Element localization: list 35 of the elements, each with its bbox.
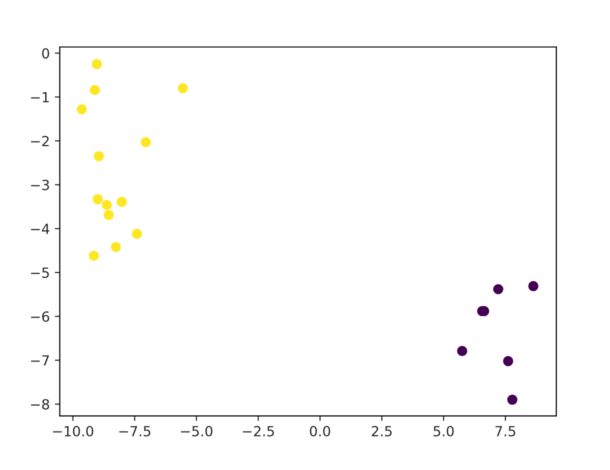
x-tick-label: 2.5 xyxy=(372,426,392,436)
x-tick-label: −10.0 xyxy=(53,426,94,436)
point xyxy=(94,151,104,162)
point xyxy=(90,84,100,96)
x-tick-label: 7.5 xyxy=(496,426,516,436)
point xyxy=(102,200,112,210)
y-tick-label: −7 xyxy=(31,355,49,366)
point xyxy=(92,59,102,70)
point xyxy=(457,346,468,356)
y-tick-label: −8 xyxy=(31,399,50,410)
point xyxy=(507,394,518,405)
y-tick-label: 0 xyxy=(42,48,50,59)
x-tick-label: −5.0 xyxy=(181,426,212,436)
point xyxy=(140,137,151,148)
x-tick-label: 5.0 xyxy=(434,426,454,436)
y-tick-label: −3 xyxy=(31,180,49,190)
point xyxy=(88,250,99,261)
point xyxy=(528,281,538,292)
x-tick-label: −2.5 xyxy=(242,426,274,436)
y-tick-label: −1 xyxy=(31,92,49,102)
point xyxy=(92,194,103,204)
point xyxy=(132,228,142,239)
point xyxy=(76,104,87,114)
point xyxy=(110,242,121,252)
y-tick-label: −5 xyxy=(31,268,49,278)
y-tick-label: −4 xyxy=(31,224,50,234)
y-tick-label: −6 xyxy=(31,311,50,322)
point xyxy=(116,196,127,207)
point xyxy=(104,210,114,220)
point xyxy=(503,356,514,366)
point xyxy=(493,284,504,294)
point xyxy=(178,83,188,94)
y-tick-label: −2 xyxy=(31,136,49,146)
x-tick-label: 0.0 xyxy=(310,426,330,436)
x-tick-label: −7.5 xyxy=(119,426,150,436)
